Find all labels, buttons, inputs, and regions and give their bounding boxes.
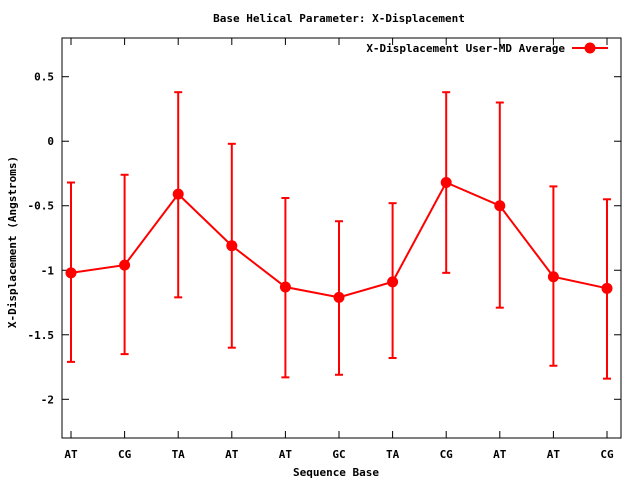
- data-point: [547, 271, 559, 283]
- y-tick-label: -2: [41, 393, 54, 406]
- data-point: [172, 188, 184, 200]
- y-tick-label: 0: [47, 135, 54, 148]
- y-tick-label: 0.5: [34, 71, 54, 84]
- legend-marker-swatch: [584, 42, 596, 54]
- x-tick-label: AT: [279, 448, 293, 461]
- x-tick-label: GC: [332, 448, 345, 461]
- data-point: [65, 267, 77, 279]
- x-tick-label: CG: [440, 448, 454, 461]
- x-tick-label: AT: [64, 448, 78, 461]
- data-point: [387, 276, 399, 288]
- y-tick-label: -1: [41, 264, 55, 277]
- x-axis-label: Sequence Base: [293, 466, 379, 479]
- data-point: [226, 240, 238, 252]
- y-tick-label: -1.5: [28, 329, 55, 342]
- x-tick-label: AT: [225, 448, 239, 461]
- plot-frame: [61, 37, 622, 439]
- x-tick-label: TA: [172, 448, 186, 461]
- data-point: [601, 282, 613, 294]
- x-tick-label: TA: [386, 448, 400, 461]
- x-tick-label: AT: [547, 448, 561, 461]
- y-axis-label: X-Displacement (Angstroms): [6, 156, 19, 328]
- y-tick-label: -0.5: [28, 200, 55, 213]
- x-tick-label: CG: [118, 448, 132, 461]
- legend-label: X-Displacement User-MD Average: [366, 42, 565, 55]
- data-point: [440, 177, 452, 189]
- series-x-displacement: [65, 91, 613, 380]
- x-tick-label: AT: [493, 448, 507, 461]
- legend: X-Displacement User-MD Average: [366, 42, 608, 55]
- data-point: [119, 259, 131, 271]
- x-tick-label: CG: [600, 448, 614, 461]
- y-axis: 0.5 0 -0.5 -1 -1.5 -2: [28, 71, 621, 406]
- data-point: [494, 200, 506, 212]
- data-point: [333, 291, 345, 303]
- x-axis: AT CG TA AT AT GC TA CG AT AT CG: [64, 38, 614, 461]
- chart-title: Base Helical Parameter: X-Displacement: [213, 12, 465, 25]
- data-point: [279, 281, 291, 293]
